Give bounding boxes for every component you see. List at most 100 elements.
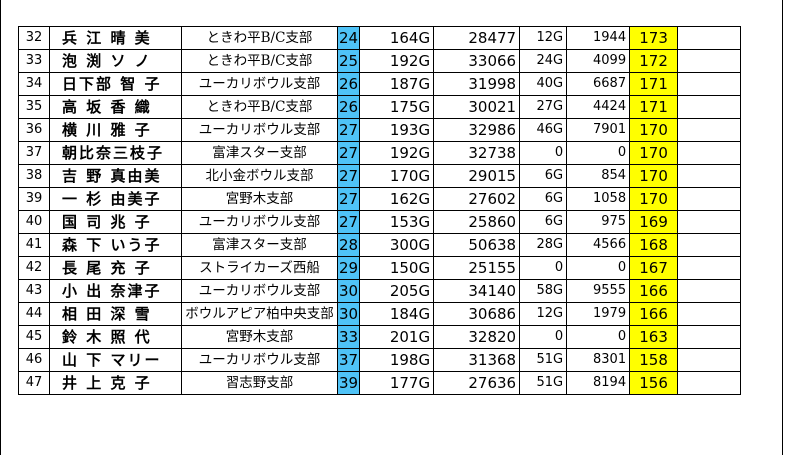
table-row: 42 長 尾 充 子ストライカーズ西船 29 150G 25155 0 0 167 [18, 256, 742, 280]
empty-cell [677, 118, 742, 142]
empty-cell [677, 256, 742, 280]
games-count: 205G [359, 279, 435, 303]
player-name: 長 尾 充 子 [49, 256, 182, 280]
row-number: 36 [18, 118, 50, 142]
player-name: 森 下 いう子 [49, 233, 182, 257]
rank-cell: 27 [336, 164, 361, 188]
games-count: 184G [359, 302, 435, 326]
row-number: 46 [18, 348, 50, 372]
row-number: 42 [18, 256, 50, 280]
games-count: 162G [359, 187, 435, 211]
total-pins: 31368 [433, 348, 521, 372]
bonus-games: 0 [519, 256, 568, 280]
rank-cell: 26 [336, 95, 361, 119]
rank-cell: 24 [336, 26, 361, 50]
average-score: 167 [629, 256, 679, 280]
average-score: 171 [629, 95, 679, 119]
club-name: ときわ平B/C支部 [181, 26, 338, 50]
player-name: 泡 渕 ソ ノ [49, 49, 182, 73]
bonus-games: 51G [519, 348, 568, 372]
total-pins: 27636 [433, 371, 521, 395]
empty-cell [677, 141, 742, 165]
bonus-pins: 9555 [566, 279, 631, 303]
bonus-pins: 7901 [566, 118, 631, 142]
games-count: 150G [359, 256, 435, 280]
bonus-games: 12G [519, 26, 568, 50]
bonus-games: 46G [519, 118, 568, 142]
player-name: 兵 江 晴 美 [49, 26, 182, 50]
player-name: 相 田 深 雪 [49, 302, 182, 326]
player-name: 横 川 雅 子 [49, 118, 182, 142]
bonus-pins: 8301 [566, 348, 631, 372]
row-number: 39 [18, 187, 50, 211]
games-count: 192G [359, 49, 435, 73]
club-name: 習志野支部 [181, 371, 338, 395]
bonus-pins: 4099 [566, 49, 631, 73]
table-row: 33 泡 渕 ソ ノときわ平B/C支部 25 192G 33066 24G 4099 172 [18, 49, 742, 73]
rank-cell: 25 [336, 49, 361, 73]
total-pins: 30686 [433, 302, 521, 326]
rank-cell: 27 [336, 118, 361, 142]
player-name: 吉 野 真由美 [49, 164, 182, 188]
table-row: 47 井 上 克 子習志野支部 39 177G 27636 51G 8194 156 [18, 371, 742, 395]
rank-cell: 28 [336, 233, 361, 257]
average-score: 170 [629, 141, 679, 165]
total-pins: 25860 [433, 210, 521, 234]
club-name: ユーカリボウル支部 [181, 210, 338, 234]
club-name: ユーカリボウル支部 [181, 118, 338, 142]
bonus-pins: 8194 [566, 371, 631, 395]
table-row: 46 山 下 マリー ユーカリボウル支部 37 198G 31368 51G 8301 158 [18, 348, 742, 372]
player-name: 一 杉 由美子 [49, 187, 182, 211]
player-name: 日下部 智 子 [49, 72, 182, 96]
empty-cell [677, 325, 742, 349]
club-name: ボウルアピア柏中央支部 [181, 302, 338, 326]
row-number: 35 [18, 95, 50, 119]
row-number: 38 [18, 164, 50, 188]
empty-cell [677, 95, 742, 119]
bonus-pins: 6687 [566, 72, 631, 96]
total-pins: 29015 [433, 164, 521, 188]
club-name: 宮野木支部 [181, 187, 338, 211]
total-pins: 34140 [433, 279, 521, 303]
total-pins: 32738 [433, 141, 521, 165]
total-pins: 32820 [433, 325, 521, 349]
games-count: 198G [359, 348, 435, 372]
total-pins: 33066 [433, 49, 521, 73]
table-row: 36 横 川 雅 子ユーカリボウル支部 27 193G 32986 46G 7901 170 [18, 118, 742, 142]
games-count: 193G [359, 118, 435, 142]
empty-cell [677, 26, 742, 50]
bonus-pins: 4424 [566, 95, 631, 119]
empty-cell [677, 72, 742, 96]
club-name: 北小金ボウル支部 [181, 164, 338, 188]
table-row: 41 森 下 いう子 富津スター支部 28 300G 50638 28G 4566 168 [18, 233, 742, 257]
empty-cell [677, 371, 742, 395]
table-row: 35 高 坂 香 織ときわ平B/C支部 26 175G 30021 27G 4424 171 [18, 95, 742, 119]
rank-cell: 30 [336, 279, 361, 303]
table-row: 44 相 田 深 雪ボウルアピア柏中央支部 30 184G 30686 12G 1979 16… [18, 302, 742, 326]
table-row: 32 兵 江 晴 美ときわ平B/C支部 24 164G 28477 12G 1944 173 [18, 26, 742, 50]
bonus-pins: 1944 [566, 26, 631, 50]
games-count: 175G [359, 95, 435, 119]
rank-cell: 27 [336, 187, 361, 211]
table-row: 37 朝比奈三枝子 富津スター支部 27 192G 32738 0 0 170 [18, 141, 742, 165]
row-number: 43 [18, 279, 50, 303]
bonus-games: 51G [519, 371, 568, 395]
empty-cell [677, 302, 742, 326]
club-name: 宮野木支部 [181, 325, 338, 349]
club-name: 富津スター支部 [181, 233, 338, 257]
empty-cell [677, 49, 742, 73]
bonus-games: 6G [519, 164, 568, 188]
empty-cell [677, 164, 742, 188]
bonus-games: 24G [519, 49, 568, 73]
average-score: 168 [629, 233, 679, 257]
empty-cell [677, 348, 742, 372]
bonus-games: 0 [519, 325, 568, 349]
bonus-pins: 0 [566, 141, 631, 165]
total-pins: 30021 [433, 95, 521, 119]
row-number: 34 [18, 72, 50, 96]
bonus-pins: 1979 [566, 302, 631, 326]
row-number: 40 [18, 210, 50, 234]
rank-cell: 27 [336, 210, 361, 234]
club-name: ユーカリボウル支部 [181, 72, 338, 96]
